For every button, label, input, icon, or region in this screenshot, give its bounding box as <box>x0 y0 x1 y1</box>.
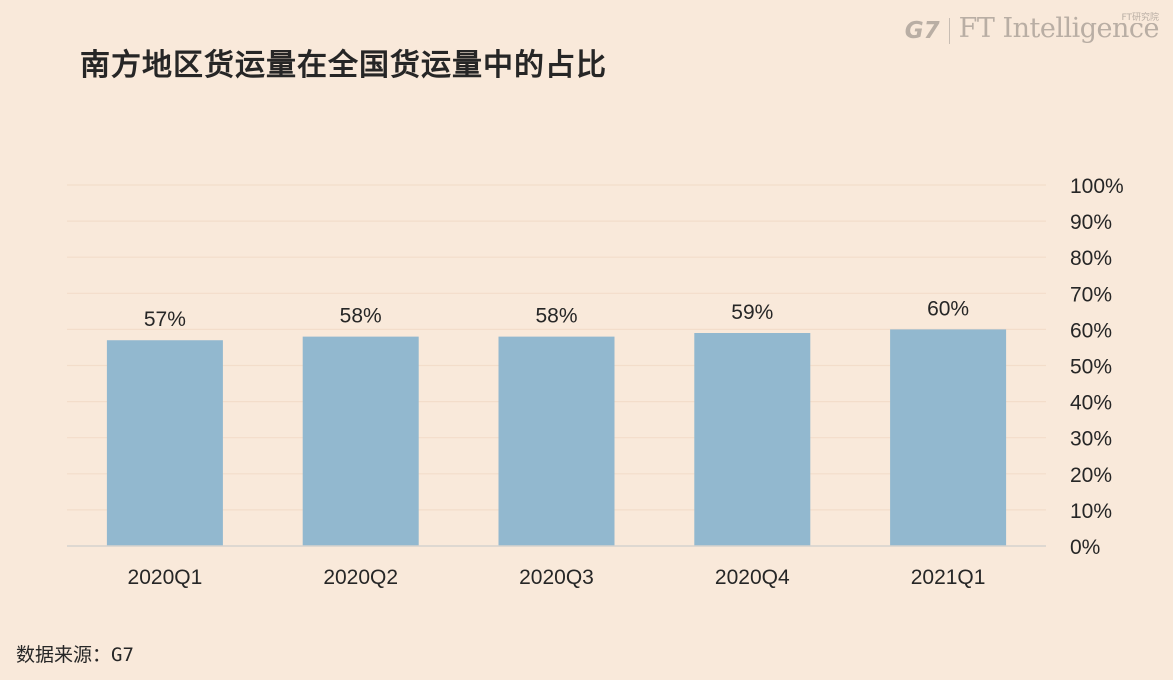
y-tick-label: 40% <box>1070 392 1112 415</box>
g7-ft-intelligence-logo: G7 FT Intelligence FT研究院 <box>904 10 1160 48</box>
y-tick-label: 20% <box>1070 464 1112 487</box>
y-tick-label: 50% <box>1070 356 1112 379</box>
y-tick-label: 80% <box>1070 247 1112 270</box>
x-tick-label-2020Q1: 2020Q1 <box>128 566 203 589</box>
y-tick-label: 60% <box>1070 319 1112 342</box>
source-note: 数据来源：G7 <box>16 644 134 666</box>
chart-title: 南方地区货运量在全国货运量中的占比 <box>80 48 607 83</box>
bar-2020Q4 <box>694 333 811 546</box>
y-tick-label: 10% <box>1070 500 1112 523</box>
x-tick-label-2020Q3: 2020Q3 <box>519 566 594 589</box>
data-label-2020Q2: 58% <box>340 305 382 328</box>
data-label-2020Q1: 57% <box>144 308 186 331</box>
y-tick-label: 100% <box>1070 175 1124 198</box>
y-tick-label: 70% <box>1070 283 1112 306</box>
bar-2021Q1 <box>890 329 1007 546</box>
x-tick-label-2021Q1: 2021Q1 <box>911 566 986 589</box>
bars: 57% 58% 58% 59% 60% <box>106 297 1007 546</box>
bar-2020Q3 <box>498 336 615 546</box>
bar-2020Q1 <box>106 340 223 546</box>
x-tick-label-2020Q2: 2020Q2 <box>323 566 398 589</box>
logo-ft-subtitle: FT研究院 <box>1119 10 1159 23</box>
bar-2020Q2 <box>302 336 419 546</box>
x-tick-label-2020Q4: 2020Q4 <box>715 566 790 589</box>
logo-ft-wrap: FT Intelligence FT研究院 <box>959 10 1160 44</box>
y-tick-label: 90% <box>1070 211 1112 234</box>
data-label-2021Q1: 60% <box>927 297 969 320</box>
logo-g7: G7 <box>904 18 940 44</box>
y-tick-label: 30% <box>1070 428 1112 451</box>
logo-divider <box>948 18 950 44</box>
data-label-2020Q3: 58% <box>535 305 577 328</box>
data-label-2020Q4: 59% <box>731 301 773 324</box>
y-tick-label: 0% <box>1070 536 1100 559</box>
axes: 0% 10% 20% 30% 40% 50% 60% 70% 80% 90% 100% 2020Q1 2… <box>67 175 1124 589</box>
